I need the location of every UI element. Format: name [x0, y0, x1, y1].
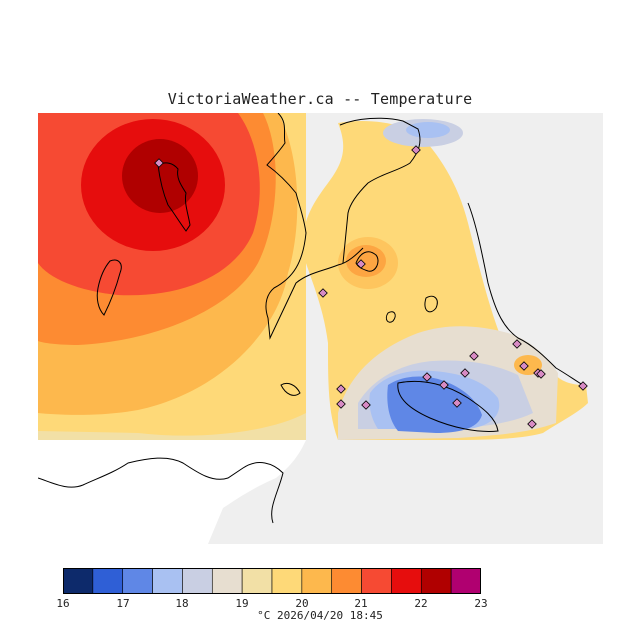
station-marker — [519, 361, 529, 371]
legend-tick-label: 17 — [116, 597, 130, 610]
coastline-east-north — [339, 117, 421, 264]
station-marker — [578, 381, 588, 391]
station-marker — [512, 339, 522, 349]
station-marker — [527, 419, 537, 429]
east-cool-17 — [387, 376, 482, 433]
land-no-data — [38, 440, 306, 544]
station-marker — [460, 368, 470, 378]
station-marker — [411, 145, 421, 155]
station-marker — [336, 384, 346, 394]
weather-stations — [154, 145, 588, 429]
temperature-field-east — [302, 119, 588, 440]
legend-tick-labels: 16 17 18 19 20 21 22 23 — [0, 597, 640, 611]
temperature-field-west — [38, 113, 306, 440]
legend-tick-label: 16 — [56, 597, 70, 610]
station-marker — [452, 398, 462, 408]
warm-spot-20-5 — [338, 237, 398, 289]
station-marker — [336, 399, 346, 409]
station-marker — [422, 372, 432, 382]
legend-swatch — [420, 568, 452, 594]
coastline-southwest — [38, 457, 284, 524]
legend-swatch — [152, 568, 183, 594]
legend-tick-label: 18 — [175, 597, 189, 610]
legend-tick-label: 19 — [235, 597, 249, 610]
coastline-island-north — [157, 162, 191, 232]
station-marker — [536, 369, 546, 379]
units-label: °C — [257, 609, 271, 622]
coastline-small-island-3 — [280, 382, 301, 396]
legend-swatch — [301, 568, 333, 594]
map-title: VictoriaWeather.ca -- Temperature — [167, 90, 473, 108]
coastline-small-island-1 — [424, 295, 438, 313]
timestamp-label: 2026/04/20 18:45 — [276, 609, 383, 622]
legend-swatch — [271, 568, 303, 594]
coastline-east — [467, 202, 584, 386]
legend-tick-label: 23 — [474, 597, 488, 610]
legend-tick-label: 20 — [295, 597, 309, 610]
coastline-small-island-2 — [385, 311, 396, 323]
unit-and-timestamp: °C 2026/04/20 18:45 — [0, 609, 640, 622]
legend-swatch — [241, 568, 273, 594]
legend-frame — [63, 568, 481, 594]
legend-swatch — [63, 568, 94, 594]
legend-swatch — [92, 568, 124, 594]
legend-swatch — [331, 568, 362, 594]
station-marker — [439, 380, 449, 390]
legend-swatch — [450, 568, 481, 594]
legend-tick-label: 22 — [414, 597, 428, 610]
legend-swatch — [182, 568, 213, 594]
coastline-island-west — [96, 259, 122, 316]
station-marker — [361, 400, 371, 410]
station-marker — [356, 259, 366, 269]
station-marker — [154, 158, 164, 168]
station-marker — [318, 288, 328, 298]
station-marker — [469, 351, 479, 361]
warm-spot-east — [514, 355, 542, 375]
legend-swatches — [63, 568, 481, 594]
temperature-map[interactable] — [38, 113, 603, 544]
legend-swatch — [211, 568, 243, 594]
legend-swatch — [361, 568, 392, 594]
coastlines — [38, 113, 584, 524]
legend-swatch — [122, 568, 153, 594]
legend-tick-label: 21 — [354, 597, 368, 610]
north-cool-17-5 — [406, 122, 450, 138]
color-legend — [63, 568, 481, 594]
coastline-mainland — [265, 113, 364, 340]
legend-swatch — [391, 568, 422, 594]
